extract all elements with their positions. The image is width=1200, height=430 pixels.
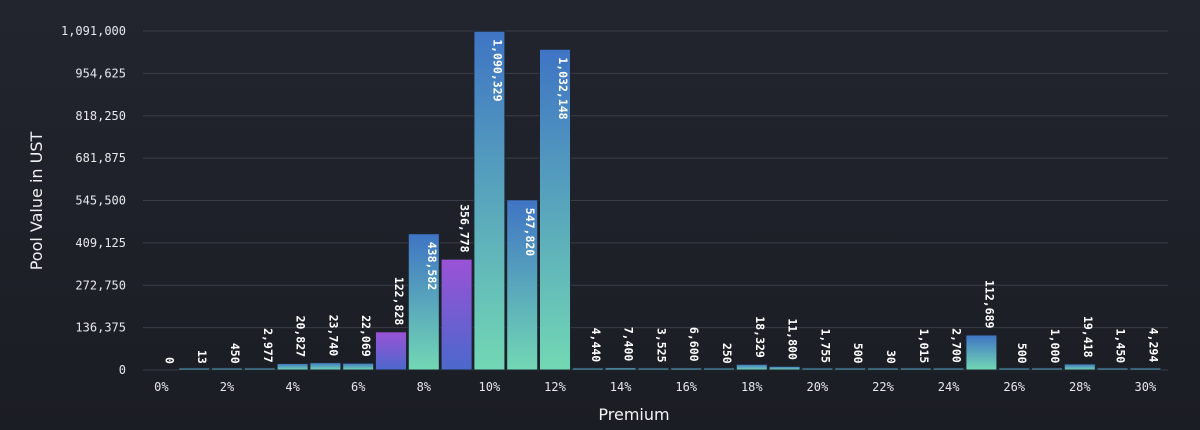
bar xyxy=(965,334,998,371)
bar-value-label: 1,090,329 xyxy=(490,39,504,101)
x-tick-label: 16% xyxy=(675,380,697,394)
x-tick-label: 20% xyxy=(807,380,829,394)
bar-value-label: 112,689 xyxy=(982,280,996,329)
bar-value-label: 2,977 xyxy=(261,328,275,363)
bar-value-label: 438,582 xyxy=(425,242,439,290)
bar xyxy=(998,367,1031,371)
y-tick-label: 0 xyxy=(119,363,126,377)
bar-value-label: 500 xyxy=(1015,343,1029,364)
bar xyxy=(867,367,899,371)
x-tick-label: 8% xyxy=(417,380,432,394)
bar xyxy=(407,233,440,371)
bar xyxy=(1096,367,1129,371)
bar xyxy=(801,367,834,371)
bar-value-label: 450 xyxy=(228,343,242,364)
bar-value-label: 356,778 xyxy=(458,204,472,253)
bar-value-label: 4,440 xyxy=(589,328,603,363)
bar-value-label: 19,418 xyxy=(1081,316,1095,358)
bar xyxy=(1129,367,1162,371)
y-tick-label: 818,250 xyxy=(75,109,126,123)
x-tick-label: 0% xyxy=(154,380,169,394)
bar xyxy=(342,362,375,371)
bar xyxy=(440,258,473,371)
x-tick-label: 18% xyxy=(741,380,763,394)
x-tick-label: 10% xyxy=(479,380,501,394)
gridlines xyxy=(143,30,1168,371)
y-tick-label: 681,875 xyxy=(75,151,126,165)
bar-value-label: 1,000 xyxy=(1048,329,1062,364)
y-tick-label: 1,091,000 xyxy=(61,24,126,38)
bar-value-label: 30 xyxy=(884,350,898,364)
y-tick-label: 272,750 xyxy=(75,278,126,292)
y-axis-ticks: 0 136,375 272,750 409,125 545,500 681,875 818,… xyxy=(61,24,126,377)
y-tick-label: 954,625 xyxy=(75,66,126,80)
bar-value-label: 1,015 xyxy=(917,329,931,364)
x-tick-label: 26% xyxy=(1003,380,1025,394)
bar-value-label: 0 xyxy=(162,357,176,364)
x-axis-title: Premium xyxy=(598,405,669,424)
bar xyxy=(637,367,670,371)
bar-value-label: 20,827 xyxy=(294,316,308,358)
x-tick-label: 12% xyxy=(544,380,566,394)
bar xyxy=(309,362,342,371)
data-labels: 0 13 450 2,977 20,827 23,740 22,069 122,828 438,… xyxy=(162,39,1160,364)
bar-value-label: 1,450 xyxy=(1114,329,1128,364)
bar xyxy=(735,363,768,371)
x-tick-label: 2% xyxy=(220,380,235,394)
bar xyxy=(178,367,211,371)
bar xyxy=(932,367,965,371)
bar-value-label: 13 xyxy=(195,350,209,364)
x-tick-label: 22% xyxy=(872,380,894,394)
bar-value-label: 18,329 xyxy=(753,316,767,358)
bar xyxy=(276,363,309,371)
bar-value-label: 4,294 xyxy=(1146,328,1160,363)
bar xyxy=(604,367,637,371)
x-axis-ticks: 0% 2% 4% 6% 8% 10% 12% 14% 16% 18% 20% 22% 24% 26% 28%… xyxy=(154,380,1157,394)
bar xyxy=(899,367,932,371)
bar-value-label: 2,700 xyxy=(950,328,964,363)
x-tick-label: 14% xyxy=(610,380,632,394)
bar-value-label: 6,600 xyxy=(687,327,701,362)
bar-value-label: 547,820 xyxy=(523,208,537,257)
bar xyxy=(703,367,735,371)
bar xyxy=(506,199,539,371)
bar-value-label: 250 xyxy=(720,343,734,364)
bar-value-label: 500 xyxy=(851,343,865,364)
x-tick-label: 6% xyxy=(351,380,366,394)
bar-value-label: 23,740 xyxy=(326,315,340,357)
y-axis-title: Pool Value in UST xyxy=(27,132,46,271)
bar xyxy=(1063,363,1096,371)
x-tick-label: 28% xyxy=(1069,380,1091,394)
x-tick-label: 4% xyxy=(285,380,300,394)
y-tick-label: 545,500 xyxy=(75,194,126,208)
bar-value-label: 7,400 xyxy=(622,327,636,362)
bar xyxy=(539,48,571,371)
bar-value-label: 22,069 xyxy=(359,315,373,357)
bar-value-label: 1,755 xyxy=(818,328,832,363)
bar-value-label: 11,800 xyxy=(786,318,800,360)
bar-value-label: 1,032,148 xyxy=(556,57,570,119)
bar xyxy=(571,367,604,371)
bar xyxy=(211,367,243,371)
bar-value-label: 3,525 xyxy=(654,328,668,363)
bar xyxy=(834,367,867,371)
x-tick-label: 30% xyxy=(1135,380,1157,394)
bar xyxy=(243,367,276,371)
x-tick-label: 24% xyxy=(938,380,960,394)
bar xyxy=(1031,367,1063,371)
bar xyxy=(473,30,506,371)
y-tick-label: 136,375 xyxy=(75,321,126,335)
bars xyxy=(178,30,1162,371)
bar xyxy=(670,367,703,371)
bar xyxy=(768,365,801,371)
bar xyxy=(375,331,407,371)
bar-value-label: 122,828 xyxy=(392,277,406,326)
y-tick-label: 409,125 xyxy=(75,236,126,250)
